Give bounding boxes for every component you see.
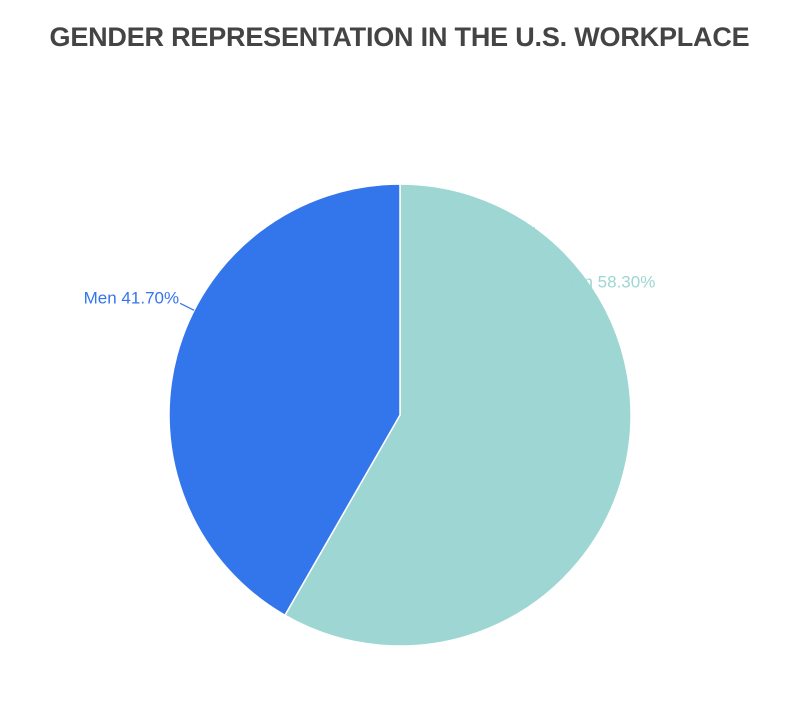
leader-line-women <box>526 226 536 282</box>
slice-label-men: Men 41.70% <box>84 288 179 307</box>
slice-labels: Women 58.30% Men 41.70% <box>84 272 656 307</box>
slice-label-women: Women 58.30% <box>535 272 656 291</box>
chart-title: GENDER REPRESENTATION IN THE U.S. WORKPL… <box>49 22 750 52</box>
pie-slices <box>168 183 632 647</box>
label-leader-lines <box>179 226 536 311</box>
pie-slice-women <box>284 183 632 647</box>
leader-line-men <box>179 302 195 311</box>
pie-slice-men <box>168 183 401 617</box>
